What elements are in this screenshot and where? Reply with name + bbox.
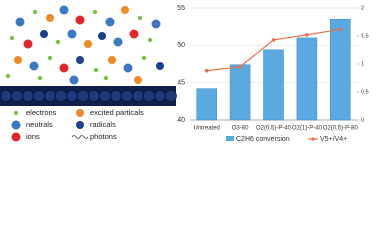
- y2-tick-label: 1.5: [361, 33, 369, 39]
- particle: [40, 30, 48, 38]
- line-point: [238, 65, 242, 69]
- bar: [229, 64, 251, 121]
- line-point: [305, 33, 309, 37]
- surface-atom: [22, 90, 34, 102]
- surface-atom: [121, 90, 133, 102]
- legend-label: V5+/V4+: [320, 136, 347, 143]
- legend-label: ions: [26, 132, 40, 141]
- particle: [5, 73, 11, 79]
- particle: [47, 55, 53, 61]
- particle: [59, 63, 69, 73]
- particle: [55, 39, 61, 45]
- particle: [9, 35, 15, 41]
- particle: [92, 9, 98, 15]
- particle: [32, 9, 38, 15]
- particle: [29, 61, 39, 71]
- y-tick-label: 55: [177, 5, 185, 12]
- line-point: [271, 38, 276, 42]
- surface-atom: [88, 90, 100, 102]
- particle: [59, 5, 69, 15]
- legend-point: [311, 137, 315, 141]
- y2-tick-label: 0.5: [361, 89, 369, 95]
- particle: [76, 56, 84, 64]
- particle: [137, 15, 143, 21]
- particle: [75, 15, 85, 25]
- surface-atom: [33, 90, 45, 102]
- surface-atom: [154, 90, 166, 102]
- particle: [105, 17, 115, 27]
- particle: [23, 39, 33, 49]
- legend-marker: [13, 110, 19, 116]
- particle: [129, 29, 139, 39]
- line-point: [338, 27, 343, 32]
- particle: [103, 75, 109, 81]
- photon-icon: [71, 135, 89, 139]
- surface-atom: [165, 90, 177, 102]
- legend-label: excited particals: [90, 108, 144, 117]
- x-tick-label: O2(0.5)-P-80: [323, 126, 359, 132]
- legend-label: electrons: [26, 108, 57, 117]
- chart: 40 45 50 55 0 0.5 1 1.5 2 C2H6 conversion V5+/V4+ U…: [177, 5, 368, 143]
- y2-tick-label: 0: [361, 117, 364, 123]
- particle: [121, 6, 129, 14]
- surface-atom: [110, 90, 122, 102]
- y-tick-label: 40: [177, 117, 185, 124]
- particle: [123, 63, 133, 73]
- x-tick-label: O2(1)-P-40: [292, 126, 323, 132]
- legend-label: radicals: [90, 120, 116, 129]
- legend-marker: [11, 120, 21, 130]
- surface-atom: [99, 90, 111, 102]
- bar: [330, 18, 351, 121]
- bar: [263, 49, 284, 121]
- x-tick-label: O3-80: [232, 126, 249, 132]
- particle: [134, 76, 142, 84]
- particle: [113, 37, 123, 47]
- surface-atom: [66, 90, 78, 102]
- page: electrons excited particals neutrals radica…: [0, 5, 369, 143]
- particle: [46, 14, 54, 22]
- y-tick-label: 45: [177, 80, 185, 87]
- particle: [37, 75, 43, 81]
- surface-atom: [132, 90, 144, 102]
- particle: [15, 17, 25, 27]
- y-tick-label: 50: [177, 42, 185, 49]
- line-point: [204, 68, 209, 73]
- particle: [67, 29, 77, 39]
- legend-label: neutrals: [26, 120, 53, 129]
- particle: [93, 67, 99, 73]
- plasma-illustration: electrons excited particals neutrals radica…: [0, 5, 177, 142]
- particle: [14, 56, 22, 64]
- legend-label: C2H6 conversion: [236, 136, 290, 143]
- surface-atom: [77, 90, 89, 102]
- particle: [141, 55, 147, 61]
- surface-atom: [44, 90, 56, 102]
- surface-atom: [55, 90, 67, 102]
- particle: [108, 56, 116, 64]
- legend-marker: [76, 109, 84, 117]
- particle: [151, 19, 161, 29]
- legend-label: photons: [90, 132, 117, 141]
- legend-marker: [11, 132, 21, 142]
- legend-swatch: [226, 136, 234, 141]
- surface-atom: [11, 90, 23, 102]
- surface-atom: [143, 90, 155, 102]
- bar: [296, 37, 318, 121]
- particle: [84, 40, 92, 48]
- y2-tick-label: 2: [361, 5, 364, 11]
- particle: [156, 62, 164, 70]
- bar: [196, 88, 217, 121]
- particle: [147, 37, 153, 43]
- y2-tick-label: 1: [361, 61, 364, 67]
- surface-atom: [0, 90, 12, 102]
- particle: [69, 75, 79, 85]
- x-tick-label: Untreated: [194, 126, 220, 132]
- x-tick-label: O2(0.5)-P-40: [256, 126, 292, 132]
- legend-marker: [76, 121, 84, 129]
- particle: [98, 32, 106, 40]
